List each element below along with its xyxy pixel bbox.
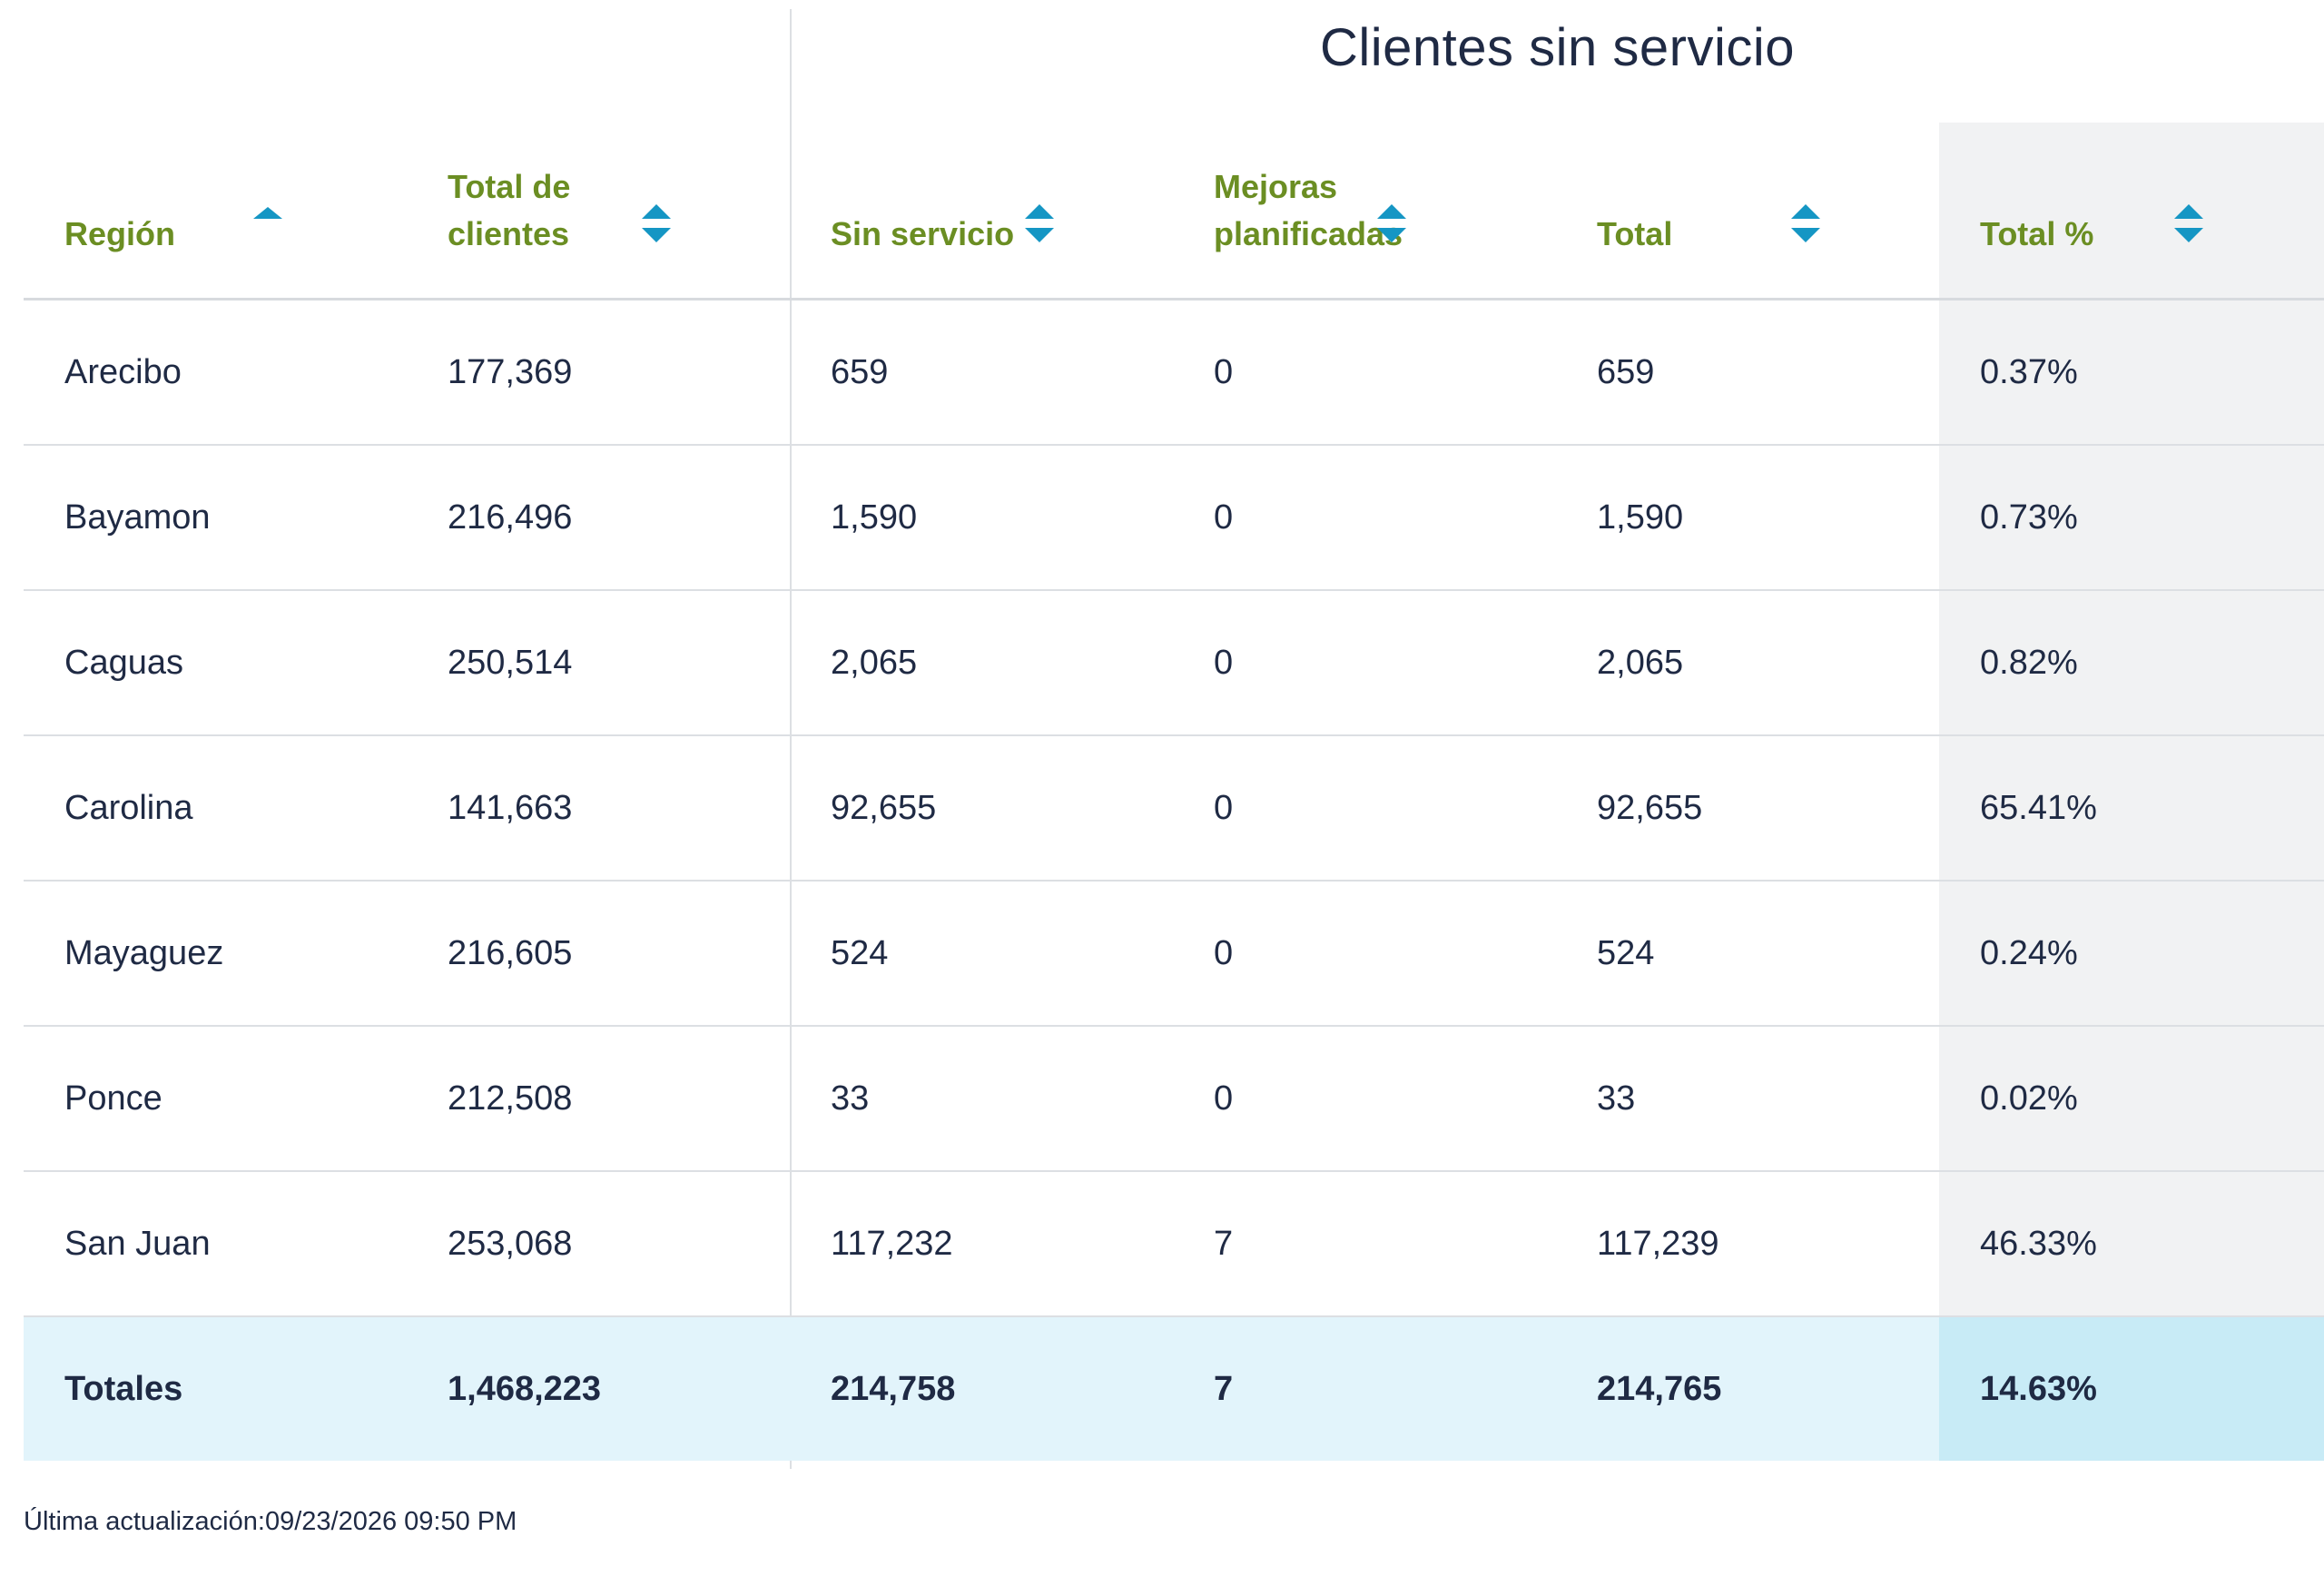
cell-mejoras: 0 [1173,590,1556,736]
sort-both-icon[interactable] [2173,202,2204,244]
cell-total-pct: 65.41% [1939,735,2324,882]
cell-region: Bayamon [24,445,407,591]
column-header-region[interactable]: Región [24,123,407,300]
cell-sin-servicio: 524 [790,881,1173,1027]
totals-row: Totales 1,468,223 214,758 7 214,765 14.6… [24,1316,2324,1461]
cell-total-clientes: 216,605 [407,881,790,1027]
cell-mejoras: 7 [1173,1171,1556,1317]
cell-sin-servicio: 659 [790,299,1173,446]
cell-mejoras: 7 [1173,1316,1556,1461]
column-header-sin-servicio[interactable]: Sin servicio [790,123,1173,300]
cell-total-clientes: 253,068 [407,1171,790,1317]
sort-asc-icon[interactable] [252,202,283,244]
cell-sin-servicio: 117,232 [790,1171,1173,1317]
cell-total-clientes: 250,514 [407,590,790,736]
cell-total: 659 [1556,299,1939,446]
cell-total-clientes: 1,468,223 [407,1316,790,1461]
sort-both-icon[interactable] [641,202,672,244]
cell-total: 1,590 [1556,445,1939,591]
cell-total: 2,065 [1556,590,1939,736]
column-header-label: Sin servicio [831,215,1015,252]
cell-total-pct: 46.33% [1939,1171,2324,1317]
cell-region: San Juan [24,1171,407,1317]
table-row: Arecibo 177,369 659 0 659 0.37% [24,299,2324,446]
cell-total-clientes: 141,663 [407,735,790,882]
last-updated-text: Última actualización:09/23/2026 09:50 PM [24,1507,517,1536]
column-header-total-pct[interactable]: Total % [1939,123,2324,300]
sort-both-icon[interactable] [1024,202,1055,244]
column-header-label: Total de clientes [448,168,571,252]
cell-sin-servicio: 33 [790,1026,1173,1172]
sort-both-icon[interactable] [1376,202,1407,244]
cell-sin-servicio: 214,758 [790,1316,1173,1461]
table-row: Bayamon 216,496 1,590 0 1,590 0.73% [24,445,2324,591]
sort-both-icon[interactable] [1790,202,1821,244]
cell-total: 92,655 [1556,735,1939,882]
cell-mejoras: 0 [1173,299,1556,446]
table-row: Carolina 141,663 92,655 0 92,655 65.41% [24,735,2324,882]
column-header-label: Región [64,215,175,252]
cell-sin-servicio: 2,065 [790,590,1173,736]
cell-total: 117,239 [1556,1171,1939,1317]
group-header-title: Clientes sin servicio [1319,18,1795,77]
cell-total-pct: 0.82% [1939,590,2324,736]
cell-region: Totales [24,1316,407,1461]
column-header-label: Total [1597,215,1673,252]
cell-region: Ponce [24,1026,407,1172]
cell-region: Arecibo [24,299,407,446]
cell-mejoras: 0 [1173,881,1556,1027]
column-header-label: Mejoras planificadas [1214,168,1403,252]
table-row: San Juan 253,068 117,232 7 117,239 46.33… [24,1171,2324,1317]
column-header-label: Total % [1980,215,2094,252]
table-row: Mayaguez 216,605 524 0 524 0.24% [24,881,2324,1027]
table-row: Ponce 212,508 33 0 33 0.02% [24,1026,2324,1172]
cell-mejoras: 0 [1173,1026,1556,1172]
cell-mejoras: 0 [1173,445,1556,591]
cell-mejoras: 0 [1173,735,1556,882]
cell-total-pct: 14.63% [1939,1316,2324,1461]
cell-total-pct: 0.24% [1939,881,2324,1027]
cell-sin-servicio: 1,590 [790,445,1173,591]
cell-total: 214,765 [1556,1316,1939,1461]
cell-region: Caguas [24,590,407,736]
cell-total-pct: 0.37% [1939,299,2324,446]
column-header-total-clientes[interactable]: Total de clientes [407,123,790,300]
cell-total-clientes: 212,508 [407,1026,790,1172]
outage-table: Región Total de clientes [24,123,2324,1461]
column-header-total[interactable]: Total [1556,123,1939,300]
cell-total-pct: 0.02% [1939,1026,2324,1172]
table-row: Caguas 250,514 2,065 0 2,065 0.82% [24,590,2324,736]
header-row: Región Total de clientes [24,123,2324,300]
outage-table-widget: Clientes sin servicio Región [24,0,2324,1576]
column-header-mejoras-planificadas[interactable]: Mejoras planificadas [1173,123,1556,300]
cell-sin-servicio: 92,655 [790,735,1173,882]
cell-total-clientes: 216,496 [407,445,790,591]
cell-total: 524 [1556,881,1939,1027]
cell-total: 33 [1556,1026,1939,1172]
cell-region: Mayaguez [24,881,407,1027]
cell-region: Carolina [24,735,407,882]
cell-total-pct: 0.73% [1939,445,2324,591]
cell-total-clientes: 177,369 [407,299,790,446]
